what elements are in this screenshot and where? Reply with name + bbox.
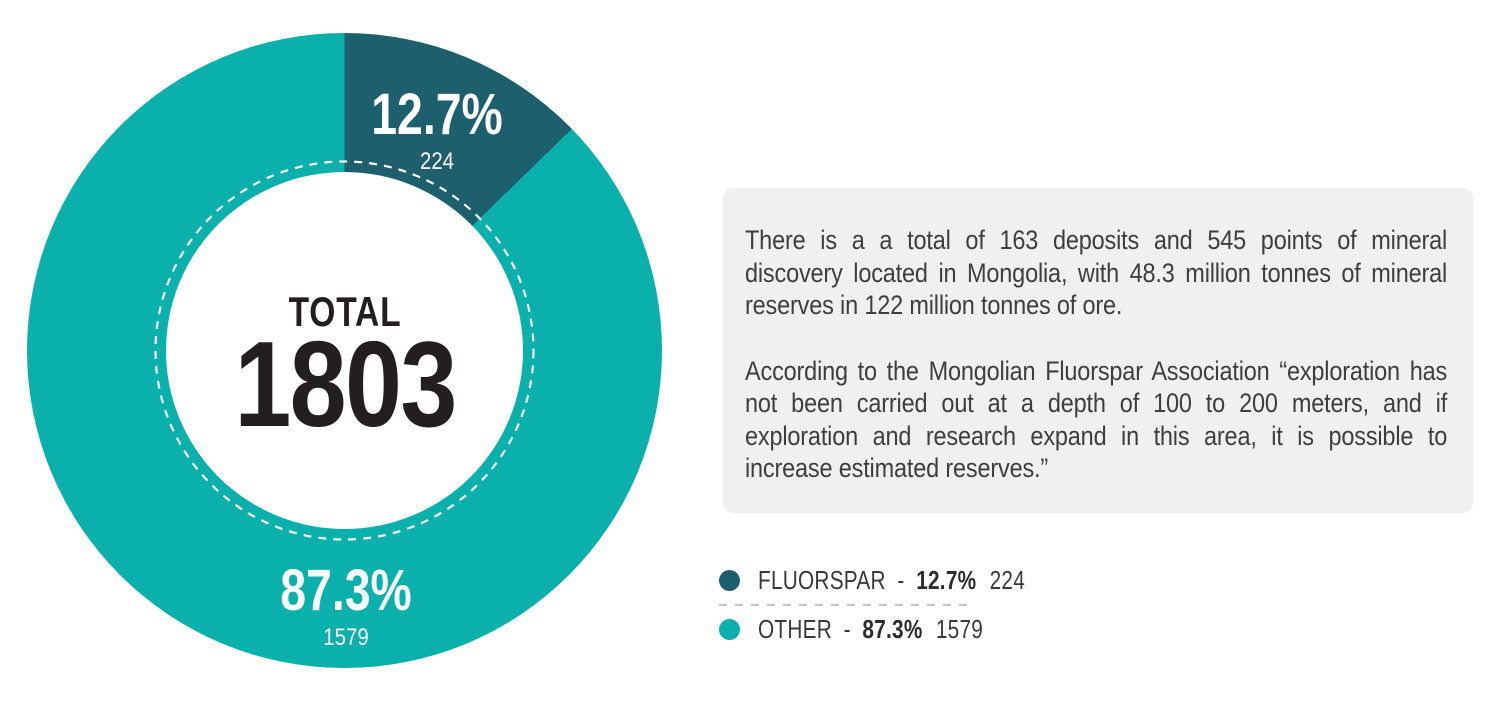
- legend-text-other: OTHER - 87.3% 1579: [758, 614, 983, 645]
- legend-label: FLUORSPAR: [758, 565, 886, 595]
- info-box: There is a a total of 163 deposits and 5…: [723, 188, 1473, 513]
- legend-dot-other: [719, 619, 740, 640]
- legend-dot-fluorspar: [719, 570, 740, 591]
- total-value: 1803: [234, 316, 457, 452]
- slice-label-other: 87.3% 1579: [176, 562, 516, 650]
- donut-center-label: TOTAL 1803: [175, 288, 515, 452]
- legend-hyphen: -: [843, 614, 851, 644]
- legend-label: OTHER: [758, 614, 832, 644]
- donut-chart: 12.7% 224 87.3% 1579 TOTAL 1803: [27, 33, 662, 668]
- other-count: 1579: [323, 624, 369, 651]
- info-paragraph-2: According to the Mongolian Fluorspar Ass…: [745, 355, 1448, 484]
- legend-hyphen: -: [897, 565, 905, 595]
- legend-text-fluorspar: FLUORSPAR - 12.7% 224: [758, 565, 1025, 596]
- fluorspar-percent: 12.7%: [371, 82, 503, 147]
- legend-separator: [719, 604, 969, 606]
- legend-percent: 87.3%: [862, 614, 923, 644]
- other-percent: 87.3%: [280, 558, 412, 623]
- legend-count: 224: [989, 565, 1026, 595]
- legend-item-other: OTHER - 87.3% 1579: [719, 614, 1019, 645]
- slice-label-fluorspar: 12.7% 224: [267, 86, 607, 174]
- legend-item-fluorspar: FLUORSPAR - 12.7% 224: [719, 565, 1025, 595]
- total-label: TOTAL: [288, 288, 402, 335]
- fluorspar-count: 224: [419, 148, 455, 175]
- info-paragraph-1: There is a a total of 163 deposits and 5…: [745, 225, 1448, 320]
- legend: FLUORSPAR - 12.7% 224 OTHER - 87.3% 1579: [719, 565, 1025, 645]
- info-text: There is a a total of 163 deposits and 5…: [745, 224, 1447, 485]
- legend-count: 1579: [935, 614, 984, 644]
- legend-percent: 12.7%: [916, 565, 977, 595]
